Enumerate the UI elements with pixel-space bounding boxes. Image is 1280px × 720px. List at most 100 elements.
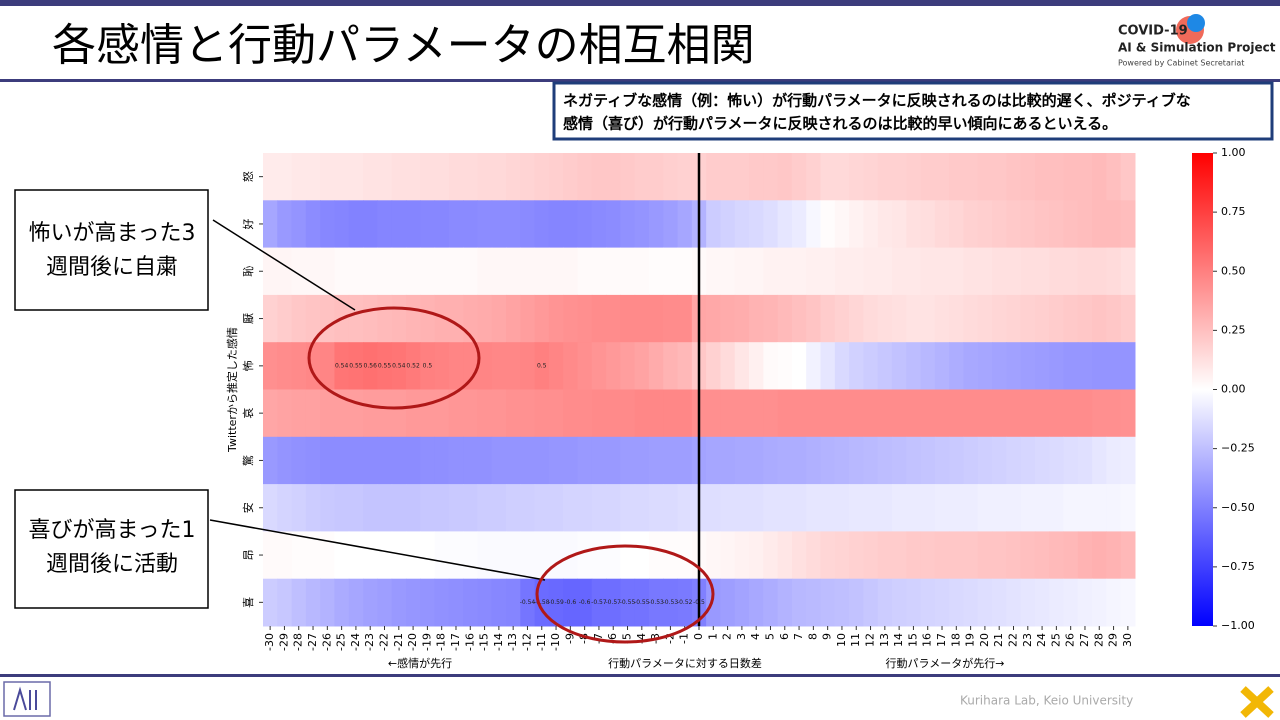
- heatmap-cell: [791, 531, 807, 580]
- heatmap-cell: [1063, 436, 1079, 485]
- x-tick-label: -14: [492, 633, 505, 651]
- heatmap-cell: [434, 342, 450, 390]
- y-tick-label: 怖: [241, 360, 255, 371]
- heatmap-cell: [534, 531, 550, 580]
- heatmap-cell: [934, 436, 950, 485]
- heatmap-cell: [348, 294, 364, 343]
- y-tick-label: 好: [241, 218, 255, 229]
- heatmap-cell: [977, 484, 993, 532]
- heatmap-cell: [620, 153, 636, 201]
- heatmap-cell: [834, 389, 850, 438]
- heatmap-cell: [377, 436, 393, 485]
- heatmap-cell: [1077, 436, 1093, 485]
- heatmap-cell: [820, 200, 836, 249]
- x-tick-label: 8: [806, 633, 819, 640]
- heatmap-cell: [934, 247, 950, 296]
- heatmap-cell: [1120, 389, 1136, 438]
- heatmap-cell: [520, 389, 536, 438]
- heatmap-cell: [277, 200, 293, 249]
- colorbar-tick-label: −0.50: [1221, 501, 1255, 514]
- heatmap-cell: [963, 531, 979, 580]
- heatmap-cell: [963, 436, 979, 485]
- heatmap-cell: [1092, 342, 1107, 390]
- heatmap-cell: [491, 389, 507, 438]
- heatmap-cell: [577, 436, 593, 485]
- heatmap-cell: [1034, 389, 1050, 438]
- heatmap-cell: [677, 200, 693, 249]
- heatmap-cell: [606, 153, 621, 201]
- heatmap-cell: [906, 484, 922, 532]
- heatmap-cell: [320, 294, 335, 343]
- heatmap-cell: [663, 484, 679, 532]
- x-tick-label: -28: [292, 633, 305, 651]
- heatmap-cell: [834, 578, 850, 627]
- x-tick-label: -4: [635, 633, 648, 644]
- callout-line: [209, 519, 546, 581]
- heatmap-cell: [992, 294, 1007, 343]
- heatmap-cell: [634, 294, 650, 343]
- heatmap-cell: [320, 484, 335, 532]
- heatmap-cell: [634, 342, 650, 390]
- heatmap-cell: [863, 247, 879, 296]
- heatmap-cell: [377, 531, 393, 580]
- heatmap-cell: [1106, 153, 1122, 201]
- heatmap-cell: [706, 294, 721, 343]
- heatmap-cell: [606, 436, 621, 485]
- heatmap-cell: [777, 531, 793, 580]
- heatmap-cell: [677, 294, 693, 343]
- heatmap-cell: [877, 389, 893, 438]
- x-tick-label: 29: [1107, 633, 1120, 647]
- heatmap-cell: [405, 153, 421, 201]
- note-text: 感情（喜び）が行動パラメータに反映されるのは比較的早い傾向にあるといえる。: [563, 115, 1117, 133]
- heatmap-cell: [591, 247, 607, 296]
- heatmap-cell: [377, 484, 393, 532]
- heatmap-cell: [305, 531, 321, 580]
- heatmap-cell: [506, 436, 521, 485]
- heatmap-cell: [334, 153, 350, 201]
- colorbar-tick-label: −0.25: [1221, 442, 1255, 455]
- x-tick-label: 24: [1035, 633, 1048, 647]
- heatmap-cell: [877, 247, 893, 296]
- heatmap-cell: [591, 294, 607, 343]
- heatmap-cell: [920, 294, 936, 343]
- heatmap-cell: [1092, 531, 1107, 580]
- heatmap-cell: [1092, 247, 1107, 296]
- heatmap-cell: [949, 484, 964, 532]
- heatmap-cell: [391, 531, 407, 580]
- heatmap-cell: [506, 342, 521, 390]
- heatmap-cell: [591, 484, 607, 532]
- heatmap-cell: [263, 153, 278, 201]
- heatmap-cell: [1120, 531, 1136, 580]
- heatmap-cell: [305, 484, 321, 532]
- heatmap-cell: [305, 247, 321, 296]
- x-tick-label: 7: [792, 633, 805, 640]
- heatmap-cell: [834, 200, 850, 249]
- x-tick-label: -2: [663, 633, 676, 644]
- x-axis-label: ←感情が先行: [388, 656, 452, 670]
- highlight-ellipse: [535, 544, 715, 644]
- heatmap-cell: [992, 484, 1007, 532]
- heatmap-cell: [506, 389, 521, 438]
- heatmap-cell: [520, 436, 536, 485]
- heatmap-cell: [1049, 200, 1065, 249]
- heatmap-cell: [491, 484, 507, 532]
- heatmap-cell: [577, 342, 593, 390]
- heatmap-cell: [391, 342, 407, 390]
- heatmap-cell: [648, 342, 664, 390]
- x-tick-label: 0: [692, 633, 705, 640]
- x-tick-label: -9: [563, 633, 576, 644]
- heatmap-cell: [1077, 389, 1093, 438]
- callout-text: 週間後に活動: [46, 552, 178, 577]
- heatmap-cell: [305, 436, 321, 485]
- heatmap-cell: [891, 436, 907, 485]
- heatmap-cell: [1120, 153, 1136, 201]
- heatmap-cell: [963, 153, 979, 201]
- heatmap-cell: [977, 531, 993, 580]
- colorbar-tick-label: 0.00: [1221, 383, 1246, 396]
- heatmap-cell: [420, 153, 436, 201]
- heatmap-cell: [863, 389, 879, 438]
- heatmap-cell: [1020, 484, 1036, 532]
- heatmap-cell: [720, 484, 736, 532]
- heatmap-cell: [1092, 200, 1107, 249]
- heatmap-cell: [749, 484, 764, 532]
